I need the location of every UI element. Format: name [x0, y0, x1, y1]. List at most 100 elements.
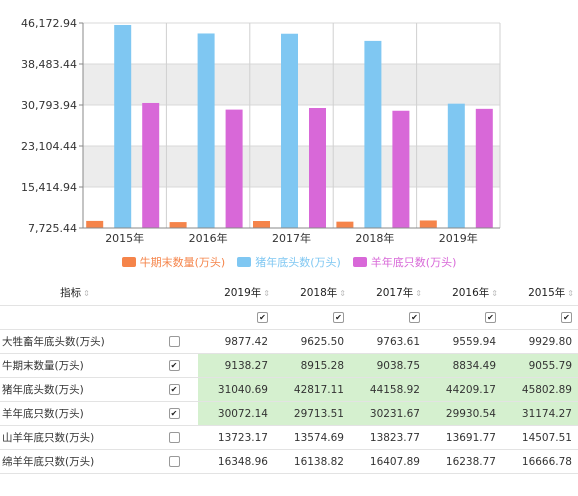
column-select-cell: ✔ [502, 305, 578, 330]
column-header-year[interactable]: 2016年 ⇕ [426, 279, 502, 306]
column-header-year[interactable]: 2017年 ⇕ [350, 279, 426, 306]
table-cell: 9877.42 [198, 329, 274, 354]
table-cell: 9055.79 [502, 353, 578, 378]
legend-swatch-pig [237, 257, 252, 267]
column-checkbox[interactable]: ✔ [485, 312, 496, 323]
table-header-row: 指标 ⇕ 2019年 ⇕ 2018年 ⇕ 2017年 ⇕ 2016年 ⇕ 2015年 ⇕ [0, 279, 578, 306]
table-cell: 9625.50 [274, 329, 350, 354]
row-checkbox-cell: ✔ [150, 353, 198, 378]
column-header-year-label: 2019年 [224, 286, 262, 299]
column-select-cell: ✔ [274, 305, 350, 330]
table-cell: 13574.69 [274, 425, 350, 450]
x-tick-label: 2018年 [355, 231, 394, 245]
sort-icon[interactable]: ⇕ [567, 288, 574, 298]
table-cell: 42817.11 [274, 377, 350, 402]
row-checkbox[interactable]: ✔ [168, 408, 180, 419]
row-checkbox[interactable] [168, 432, 180, 443]
bar [114, 24, 132, 229]
x-tick-label: 2016年 [189, 231, 228, 245]
y-tick-label: 46,172.94 [21, 17, 77, 30]
table-row: 羊年底只数(万头) ✔ 30072.14 29713.51 30231.67 2… [0, 401, 578, 426]
column-select-row: ✔ ✔ ✔ ✔ ✔ [0, 305, 578, 330]
bar [392, 110, 410, 228]
table-cell: 30072.14 [198, 401, 274, 426]
table-cell: 30231.67 [350, 401, 426, 426]
table-cell: 16238.77 [426, 449, 502, 474]
table-cell: 13691.77 [426, 425, 502, 450]
table-row: 猪年底头数(万头) ✔ 31040.69 42817.11 44158.92 4… [0, 377, 578, 402]
sort-icon[interactable]: ⇕ [263, 288, 270, 298]
column-checkbox[interactable]: ✔ [333, 312, 344, 323]
row-checkbox[interactable] [168, 456, 180, 467]
table-cell: 29713.51 [274, 401, 350, 426]
sort-icon[interactable]: ⇕ [415, 288, 422, 298]
row-indicator-name: 山羊年底只数(万头) [0, 425, 150, 450]
table-cell: 9763.61 [350, 329, 426, 354]
table-cell: 9929.80 [502, 329, 578, 354]
column-select-cell: ✔ [350, 305, 426, 330]
row-checkbox[interactable]: ✔ [168, 384, 180, 395]
table-cell: 13823.77 [350, 425, 426, 450]
row-checkbox-cell [150, 449, 198, 474]
table-cell: 9559.94 [426, 329, 502, 354]
legend-item-sheep[interactable]: 羊年底只数(万头) [352, 254, 457, 270]
column-header-year-label: 2017年 [376, 286, 414, 299]
table-row: 大牲畜年底头数(万头) 9877.42 9625.50 9763.61 9559… [0, 329, 578, 354]
row-indicator-name: 绵羊年底只数(万头) [0, 449, 150, 474]
table-cell: 9138.27 [198, 353, 274, 378]
row-checkbox[interactable]: ✔ [168, 360, 180, 371]
table-cell: 14507.51 [502, 425, 578, 450]
row-checkbox[interactable] [168, 336, 180, 347]
table-cell: 44209.17 [426, 377, 502, 402]
legend-item-pig[interactable]: 猪年底头数(万头) [237, 254, 341, 270]
column-checkbox[interactable]: ✔ [409, 312, 420, 323]
bar [281, 33, 298, 228]
y-tick-label: 15,414.94 [21, 181, 77, 194]
column-header-year[interactable]: 2015年 ⇕ [502, 279, 578, 306]
row-checkbox-cell [150, 425, 198, 450]
sort-icon[interactable]: ⇕ [83, 288, 90, 298]
sort-icon[interactable]: ⇕ [339, 288, 346, 298]
row-indicator-name: 猪年底头数(万头) [0, 377, 150, 402]
data-table: 指标 ⇕ 2019年 ⇕ 2018年 ⇕ 2017年 ⇕ 2016年 ⇕ 2015年 ⇕ ✔… [0, 279, 578, 474]
bar [419, 220, 437, 228]
row-checkbox-cell: ✔ [150, 401, 198, 426]
legend-swatch-sheep [352, 257, 367, 267]
table-row: 绵羊年底只数(万头) 16348.96 16138.82 16407.89 16… [0, 449, 578, 474]
sort-icon[interactable]: ⇕ [491, 288, 498, 298]
row-indicator-name: 大牲畜年底头数(万头) [0, 329, 150, 354]
bar [253, 220, 270, 228]
bar [142, 102, 160, 228]
x-tick-label: 2019年 [439, 231, 478, 245]
table-cell: 16348.96 [198, 449, 274, 474]
legend-item-cattle[interactable]: 牛期末数量(万头) [121, 254, 225, 270]
bar [86, 220, 104, 228]
bar [169, 222, 187, 228]
table-cell: 31040.69 [198, 377, 274, 402]
column-header-year[interactable]: 2019年 ⇕ [198, 279, 274, 306]
column-checkbox[interactable]: ✔ [257, 312, 268, 323]
column-header-year[interactable]: 2018年 ⇕ [274, 279, 350, 306]
legend-label-sheep: 羊年底只数(万头) [370, 256, 457, 269]
column-header-year-label: 2018年 [300, 286, 338, 299]
column-header-indicator-label: 指标 [60, 286, 82, 299]
table-cell: 45802.89 [502, 377, 578, 402]
table-cell: 8915.28 [274, 353, 350, 378]
column-select-cell: ✔ [198, 305, 274, 330]
bar [475, 108, 493, 228]
row-indicator-name: 羊年底只数(万头) [0, 401, 150, 426]
column-select-blank [0, 305, 150, 330]
x-tick-label: 2017年 [272, 231, 311, 245]
table-row: 牛期末数量(万头) ✔ 9138.27 8915.28 9038.75 8834… [0, 353, 578, 378]
legend-swatch-cattle [121, 257, 136, 267]
table-cell: 16666.78 [502, 449, 578, 474]
table-cell: 13723.17 [198, 425, 274, 450]
column-select-cell: ✔ [426, 305, 502, 330]
column-checkbox[interactable]: ✔ [561, 312, 572, 323]
column-header-indicator[interactable]: 指标 ⇕ [0, 279, 150, 306]
legend-label-pig: 猪年底头数(万头) [255, 256, 341, 269]
table-cell: 29930.54 [426, 401, 502, 426]
y-tick-label: 7,725.44 [28, 222, 77, 235]
table-cell: 31174.27 [502, 401, 578, 426]
y-tick-label: 23,104.44 [21, 140, 77, 153]
